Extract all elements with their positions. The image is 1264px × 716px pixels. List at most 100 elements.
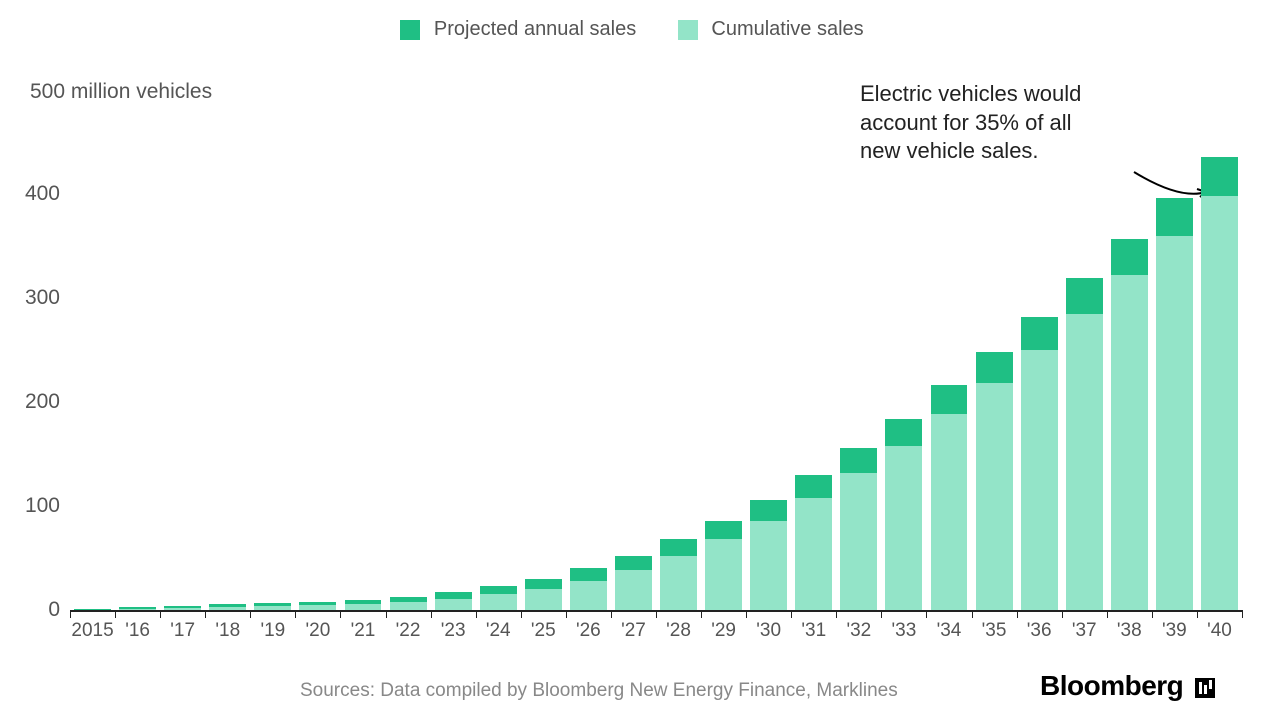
x-tick-label: '28 [666,620,691,642]
bar-cumulative [1021,350,1058,610]
x-tick [1017,610,1018,618]
x-tick-label: '33 [892,620,917,642]
bar-cumulative [525,589,562,610]
bar-group [1201,157,1238,610]
y-tick-label: 400 [10,182,60,206]
bar-group [1066,278,1103,610]
x-tick [1152,610,1153,618]
x-tick-label: '25 [531,620,556,642]
bar-annual [74,609,111,610]
x-tick [70,610,71,618]
x-tick-label: '40 [1207,620,1232,642]
bar-cumulative [345,604,382,610]
bar-group [931,385,968,610]
bar-annual [840,448,877,473]
bar-cumulative [164,608,201,610]
x-tick-label: '16 [125,620,150,642]
y-tick-label: 0 [10,598,60,622]
x-tick-label: '35 [982,620,1007,642]
legend: Projected annual sales Cumulative sales [0,18,1264,41]
x-tick-label: '34 [937,620,962,642]
x-tick [566,610,567,618]
bar-annual [1201,157,1238,197]
x-tick [1197,610,1198,618]
brand-text: Bloomberg [1040,670,1183,701]
x-tick [611,610,612,618]
bar-cumulative [750,521,787,610]
x-tick [1242,610,1243,618]
x-tick-label: '19 [260,620,285,642]
bar-annual [705,521,742,540]
bar-cumulative [705,539,742,610]
bar-group [345,600,382,610]
bar-group [480,586,517,610]
x-tick-label: '17 [170,620,195,642]
bar-group [1021,317,1058,610]
x-tick-label: '20 [306,620,331,642]
bar-annual [570,568,607,580]
x-tick [431,610,432,618]
bar-group [660,539,697,610]
bar-annual [750,500,787,521]
bar-cumulative [1066,314,1103,610]
bar-cumulative [119,609,156,610]
bar-group [615,556,652,610]
x-tick-label: '32 [846,620,871,642]
bar-group [840,448,877,610]
x-tick [972,610,973,618]
bar-cumulative [1201,196,1238,610]
x-tick-label: '36 [1027,620,1052,642]
x-tick [340,610,341,618]
x-tick [1107,610,1108,618]
x-tick-label: '18 [215,620,240,642]
bar-group [705,521,742,610]
x-tick [881,610,882,618]
bar-group [1156,198,1193,610]
bar-cumulative [795,498,832,610]
bar-cumulative [615,570,652,610]
x-tick [295,610,296,618]
bar-annual [615,556,652,571]
annotation-callout: Electric vehicles wouldaccount for 35% o… [860,80,1130,166]
x-tick-label: '39 [1162,620,1187,642]
bar-annual [795,475,832,498]
bar-group [525,579,562,610]
x-tick-label: '23 [441,620,466,642]
bar-annual [1021,317,1058,350]
bar-group [254,603,291,610]
bar-annual [209,604,246,607]
bar-cumulative [254,606,291,610]
x-tick-label: '31 [801,620,826,642]
bar-group [164,606,201,610]
x-tick-label: '26 [576,620,601,642]
bar-annual [1111,239,1148,275]
bar-cumulative [660,556,697,610]
bar-group [209,604,246,610]
x-tick-label: 2015 [71,620,113,642]
bar-group [885,419,922,610]
legend-label-cumulative: Cumulative sales [711,18,863,40]
x-tick [205,610,206,618]
bar-cumulative [1156,236,1193,610]
bar-annual [345,600,382,604]
bar-annual [1066,278,1103,313]
x-tick [115,610,116,618]
bar-cumulative [435,599,472,610]
bar-cumulative [209,607,246,610]
bar-group [1111,239,1148,610]
bar-cumulative [976,383,1013,610]
x-tick-label: '27 [621,620,646,642]
bar-group [570,568,607,610]
x-tick [746,610,747,618]
bar-cumulative [390,602,427,610]
bar-annual [1156,198,1193,235]
bar-annual [660,539,697,556]
bar-annual [525,579,562,589]
bar-group [795,475,832,610]
x-tick-label: '21 [351,620,376,642]
y-tick-label: 200 [10,390,60,414]
legend-swatch-cumulative [678,20,698,40]
bar-group [435,592,472,610]
x-tick [701,610,702,618]
bar-annual [885,419,922,446]
